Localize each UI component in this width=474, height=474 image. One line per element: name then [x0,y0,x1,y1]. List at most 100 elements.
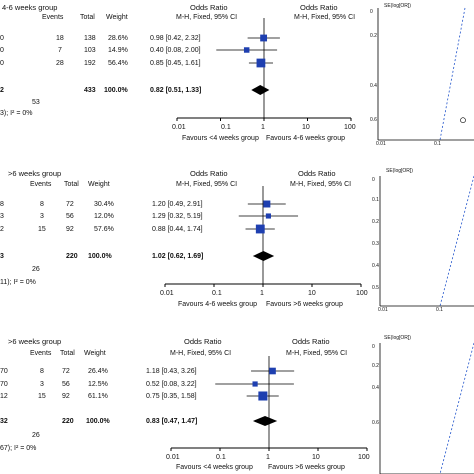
events-total: 26 [32,432,40,439]
funnel-y-tick: 0.4 [372,385,379,391]
ci-cell: 0.88 [0.44, 1.74] [152,226,203,233]
group-header: >6 weeks group [8,169,62,178]
total-weight: 100.0% [88,253,112,260]
left-fragment: 2 [0,87,4,94]
col-events: Events [30,181,52,188]
col-or-method: M-H, Fixed, 95% CI [176,14,238,21]
funnel-y-label: SE(log[OR]) [384,3,411,9]
left-fragment: 2 [0,226,4,233]
weight-cell: 57.6% [94,226,114,233]
funnel-y-tick: 0.1 [372,197,379,203]
favours-right: Favours >6 weeks group [266,301,343,308]
pooled-diamond [251,85,270,95]
events-cell: 3 [40,213,44,220]
funnel-x-tick: 0.1 [434,141,441,147]
funnel-y-tick: 0 [370,9,373,15]
x-tick-label: 1 [261,124,265,131]
total-cell: 56 [66,213,74,220]
x-tick-label: 0.01 [172,124,186,131]
x-tick-label: 10 [302,124,310,131]
odds-ratio-plot-title: Odds Ratio [292,337,330,346]
col-total: Total [64,181,79,188]
favours-right: Favours >6 weeks group [268,464,345,471]
total-weight: 100.0% [104,87,128,94]
left-fragment: 0 [0,60,4,67]
odds-ratio-plot-title: Odds Ratio [300,3,338,12]
left-fragment: 3 [0,253,4,260]
funnel-ci-line [439,7,466,141]
ci-cell: 0.40 [0.08, 2.00] [150,47,201,54]
left-fragment: 12 [0,393,8,400]
funnel-y-tick: 0 [372,344,375,350]
total-cell: 103 [84,47,96,54]
weight-cell: 56.4% [108,60,128,67]
col-or-method: M-H, Fixed, 95% CI [176,181,238,188]
group-header: >6 weeks group [8,337,62,346]
x-tick-label: 1 [260,290,264,297]
col-total: Total [60,350,75,357]
x-tick-label: 0.01 [166,454,180,461]
pooled-diamond [252,416,278,426]
x-tick-label: 10 [312,454,320,461]
effect-square [243,47,250,53]
total-cell: 92 [62,393,70,400]
events-cell: 3 [40,381,44,388]
total-cell: 56 [62,381,70,388]
col-weight: Weight [88,181,110,188]
funnel-y-tick: 0.2 [372,219,379,225]
total-cell: 92 [66,226,74,233]
left-fragment: 70 [0,368,8,375]
left-fragment: 0 [0,47,4,54]
ci-cell: 0.52 [0.08, 3.22] [146,381,197,388]
effect-square [258,391,268,401]
events-total: 53 [32,99,40,106]
funnel-y-tick: 0.6 [372,420,379,426]
group-header: 4-6 weeks group [2,3,58,12]
weight-cell: 12.5% [88,381,108,388]
ci-cell: 1.29 [0.32, 5.19] [152,213,203,220]
funnel-x-tick: 0.01 [378,307,388,313]
effect-square [256,58,266,68]
total-cell: 192 [84,60,96,67]
x-tick-label: 0.01 [160,290,174,297]
plot-method: M-H, Fixed, 95% CI [286,350,348,357]
weight-cell: 61.1% [88,393,108,400]
odds-ratio-plot-title: Odds Ratio [298,169,336,178]
left-fragment: 8 [0,201,4,208]
events-cell: 28 [56,60,64,67]
favours-left: Favours <4 weeks group [182,135,259,142]
total-cell: 72 [66,201,74,208]
funnel-y-tick: 0.2 [372,363,379,369]
events-cell: 8 [40,368,44,375]
events-cell: 15 [38,393,46,400]
funnel-ci-line [439,342,474,474]
left-fragment: 70 [0,381,8,388]
heterogeneity-text: 3); I² = 0% [0,110,33,117]
favours-left: Favours <4 weeks group [176,464,253,471]
favours-left: Favours 4-6 weeks group [178,301,257,308]
effect-square [269,367,276,375]
odds-ratio-title: Odds Ratio [190,169,228,178]
funnel-y-tick: 0.4 [370,83,377,89]
weight-cell: 14.9% [108,47,128,54]
effect-square [252,381,258,387]
x-tick-label: 100 [344,124,356,131]
funnel-y-tick: 0.5 [372,285,379,291]
funnel-x-tick: 0.1 [436,307,443,313]
funnel-y-label: SE(log[OR]) [386,168,413,174]
total-ci: 0.82 [0.51, 1.33] [150,87,202,94]
events-cell: 15 [38,226,46,233]
plot-method: M-H, Fixed, 95% CI [294,14,356,21]
funnel-y-tick: 0 [372,177,375,183]
left-fragment: 0 [0,35,4,42]
x-tick-label: 1 [266,454,270,461]
x-tick-label: 10 [308,290,316,297]
x-tick-label: 100 [358,454,370,461]
total-cell: 72 [62,368,70,375]
funnel-point [460,117,466,123]
funnel-y-tick: 0.6 [370,117,377,123]
pooled-diamond [252,251,275,261]
funnel-y-label: SE(log[OR]) [384,335,411,341]
total-total: 220 [66,253,78,260]
col-weight: Weight [106,14,128,21]
